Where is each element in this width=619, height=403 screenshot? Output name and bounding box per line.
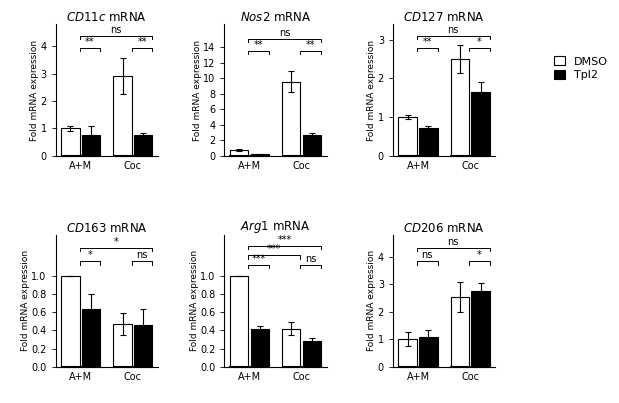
Bar: [134, 325, 152, 367]
Text: **: **: [137, 37, 147, 47]
Bar: [451, 297, 469, 367]
Text: ns: ns: [279, 28, 290, 38]
Title: $\mathit{CD206}$ mRNA: $\mathit{CD206}$ mRNA: [403, 222, 485, 235]
Bar: [303, 135, 321, 156]
Text: **: **: [85, 37, 95, 47]
Bar: [451, 59, 469, 156]
Title: $\mathit{CD163}$ mRNA: $\mathit{CD163}$ mRNA: [66, 222, 148, 235]
Text: ns: ns: [422, 250, 433, 260]
Bar: [282, 81, 300, 156]
Bar: [471, 291, 490, 367]
Text: *: *: [477, 37, 482, 47]
Bar: [82, 310, 100, 367]
Text: **: **: [306, 39, 316, 50]
Text: ns: ns: [305, 253, 316, 264]
Bar: [471, 92, 490, 156]
Text: ns: ns: [448, 237, 459, 247]
Y-axis label: Fold mRNA expression: Fold mRNA expression: [193, 39, 202, 141]
Bar: [251, 154, 269, 156]
Bar: [419, 337, 438, 367]
Bar: [230, 276, 248, 367]
Bar: [61, 276, 80, 367]
Bar: [419, 128, 438, 156]
Text: ***: ***: [277, 235, 292, 245]
Text: ns: ns: [110, 25, 122, 35]
Text: **: **: [254, 39, 263, 50]
Bar: [113, 76, 132, 156]
Title: $\mathit{Nos2}$ mRNA: $\mathit{Nos2}$ mRNA: [240, 11, 311, 24]
Bar: [230, 150, 248, 156]
Text: ns: ns: [136, 250, 148, 260]
Text: *: *: [87, 250, 92, 260]
Bar: [61, 129, 80, 156]
Bar: [399, 339, 417, 367]
Text: ***: ***: [251, 253, 266, 264]
Bar: [251, 330, 269, 367]
Title: $\mathit{CD11c}$ mRNA: $\mathit{CD11c}$ mRNA: [66, 11, 147, 24]
Bar: [399, 117, 417, 156]
Y-axis label: Fold mRNA expression: Fold mRNA expression: [367, 39, 376, 141]
Title: $\mathit{Arg1}$ mRNA: $\mathit{Arg1}$ mRNA: [240, 219, 311, 235]
Y-axis label: Fold mRNA expression: Fold mRNA expression: [21, 250, 30, 351]
Text: ***: ***: [267, 244, 282, 254]
Y-axis label: Fold mRNA expression: Fold mRNA expression: [30, 39, 39, 141]
Bar: [113, 324, 132, 367]
Text: *: *: [114, 237, 118, 247]
Text: ns: ns: [448, 25, 459, 35]
Bar: [134, 135, 152, 156]
Text: *: *: [477, 250, 482, 260]
Bar: [303, 341, 321, 367]
Y-axis label: Fold mRNA expression: Fold mRNA expression: [367, 250, 376, 351]
Legend: DMSO, Tpl2: DMSO, Tpl2: [552, 54, 610, 83]
Y-axis label: Fold mRNA expression: Fold mRNA expression: [189, 250, 199, 351]
Title: $\mathit{CD127}$ mRNA: $\mathit{CD127}$ mRNA: [403, 11, 485, 24]
Text: **: **: [422, 37, 432, 47]
Bar: [282, 328, 300, 367]
Bar: [82, 135, 100, 156]
